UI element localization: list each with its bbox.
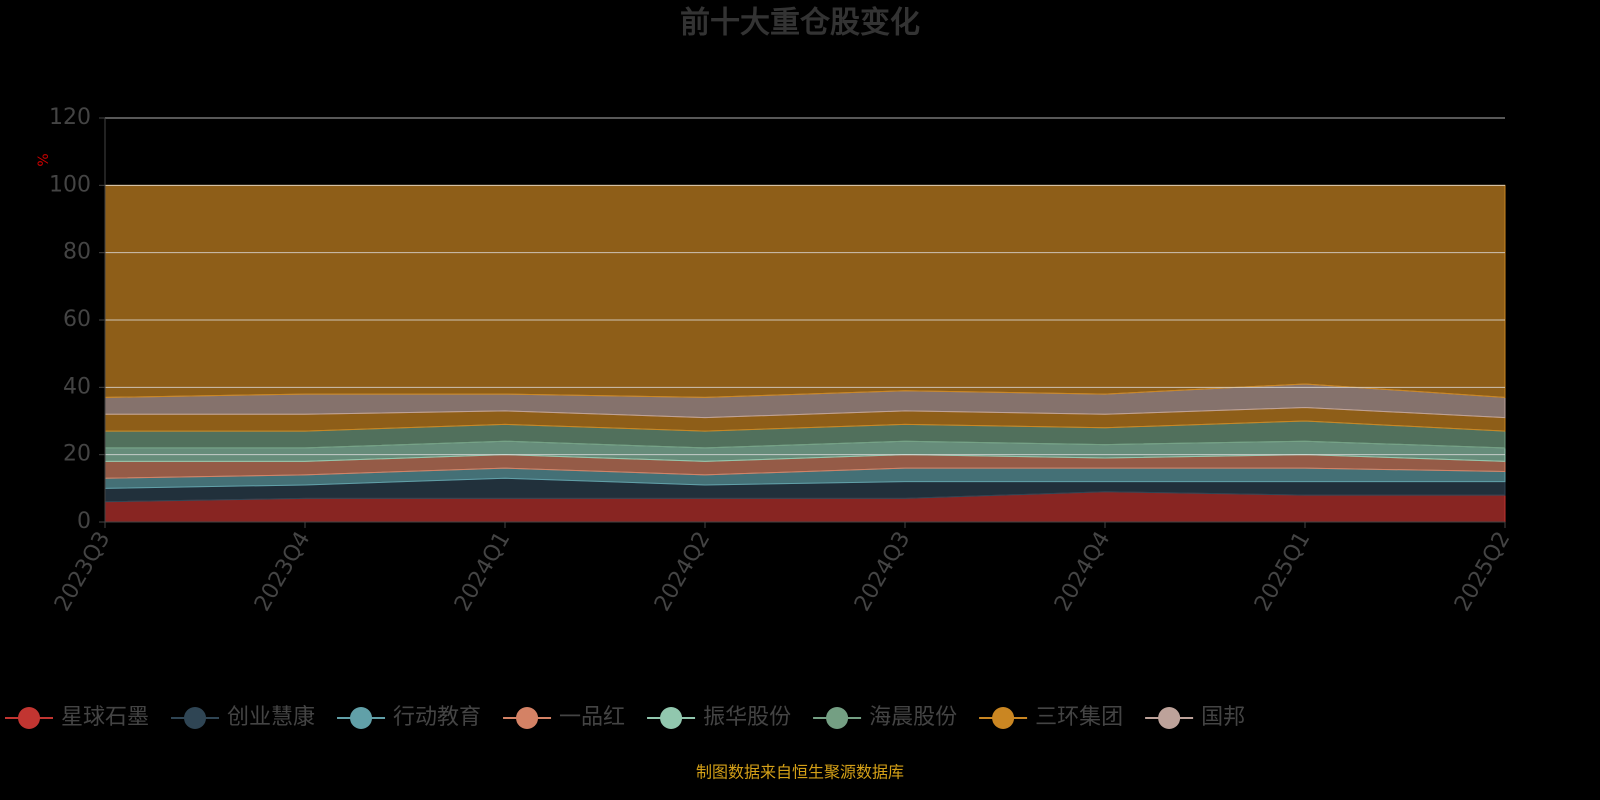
legend-item: 创业慧康 xyxy=(171,705,315,730)
legend-label: 星球石墨 xyxy=(61,705,149,730)
x-tick-label: 2024Q2 xyxy=(650,528,715,616)
chart-title: 前十大重仓股变化 xyxy=(680,6,920,41)
x-tick-label: 2024Q1 xyxy=(450,528,515,616)
legend-marker xyxy=(660,707,683,729)
x-tick-label: 2024Q3 xyxy=(850,528,915,616)
y-tick-label: 80 xyxy=(63,240,91,265)
y-tick-label: 120 xyxy=(49,105,91,130)
legend-label: 海晨股份 xyxy=(869,705,957,730)
legend-label: 行动教育 xyxy=(393,705,481,730)
legend-marker xyxy=(350,707,373,729)
source-note: 制图数据来自恒生聚源数据库 xyxy=(696,763,904,782)
legend-marker xyxy=(516,707,539,729)
legend-label: 一品红 xyxy=(559,705,625,730)
y-axis-label: % xyxy=(36,153,52,166)
legend-item: 一品红 xyxy=(503,705,625,730)
legend-label: 国邦 xyxy=(1201,705,1245,730)
x-tick-label: 2023Q4 xyxy=(250,528,315,616)
legend-item: 海晨股份 xyxy=(813,705,957,730)
legend-item: 国邦 xyxy=(1145,705,1245,730)
legend-marker xyxy=(992,707,1015,729)
legend-marker xyxy=(826,707,849,729)
x-tick-label: 2025Q2 xyxy=(1450,528,1515,616)
y-tick-label: 0 xyxy=(77,509,91,534)
x-tick-label: 2023Q3 xyxy=(50,528,115,616)
y-tick-label: 60 xyxy=(63,307,91,332)
legend-marker xyxy=(184,707,207,729)
y-tick-label: 100 xyxy=(49,172,91,197)
legend-label: 创业慧康 xyxy=(227,705,315,730)
legend-item: 三环集团 xyxy=(979,705,1123,730)
areas xyxy=(104,184,1506,523)
legend-label: 振华股份 xyxy=(703,705,791,730)
legend-item: 星球石墨 xyxy=(5,705,149,730)
legend-label: 三环集团 xyxy=(1035,705,1123,730)
y-tick-label: 40 xyxy=(63,374,91,399)
legend-marker xyxy=(1158,707,1181,729)
x-tick-label: 2025Q1 xyxy=(1250,528,1315,616)
y-tick-label: 20 xyxy=(63,442,91,467)
area xyxy=(104,184,1506,398)
legend-item: 振华股份 xyxy=(647,705,791,730)
x-tick-label: 2024Q4 xyxy=(1050,528,1115,616)
legend-item: 行动教育 xyxy=(337,705,481,730)
legend-marker xyxy=(18,707,40,729)
